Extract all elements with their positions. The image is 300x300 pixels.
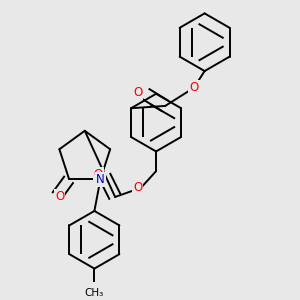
Text: N: N [96,172,105,186]
Text: O: O [133,181,142,194]
Text: O: O [55,190,64,203]
Text: O: O [189,81,199,94]
Text: O: O [133,86,142,99]
Text: CH₃: CH₃ [85,288,104,298]
Text: O: O [94,168,103,181]
